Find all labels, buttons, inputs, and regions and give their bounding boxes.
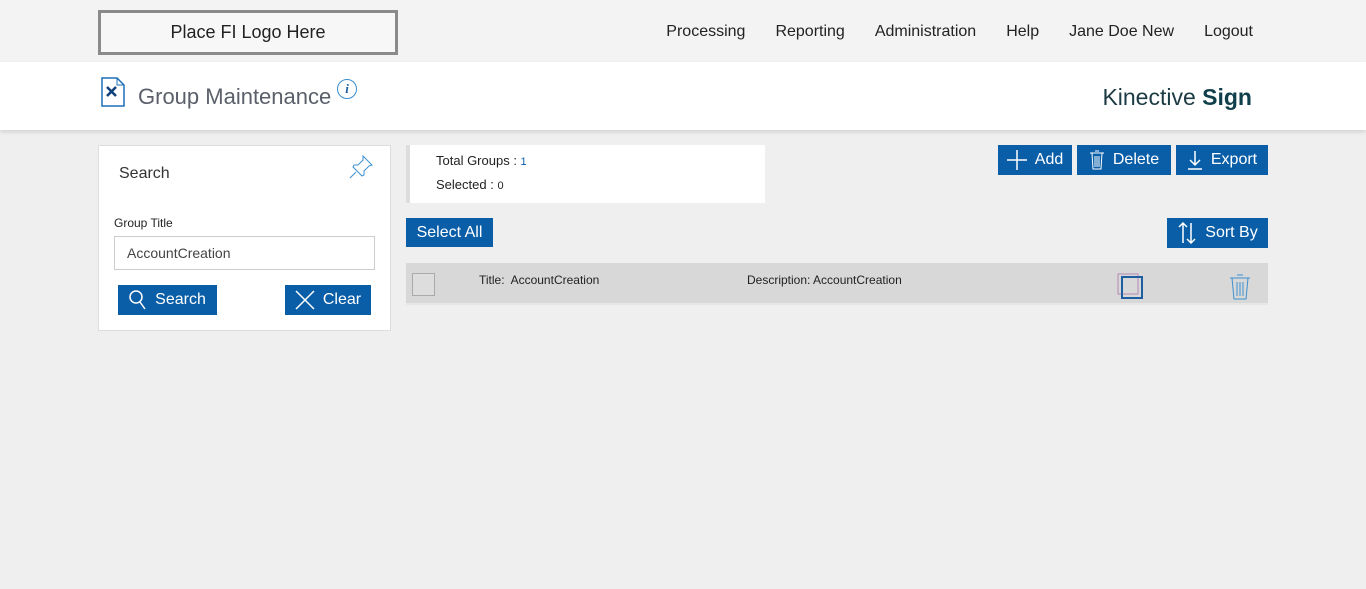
brand-light: Kinective <box>1102 84 1196 110</box>
export-button[interactable]: Export <box>1176 145 1268 175</box>
group-title-label: Group Title <box>114 216 173 230</box>
table-row: Title: AccountCreation Description: Acco… <box>406 263 1268 305</box>
group-title-input[interactable] <box>114 236 375 270</box>
top-bar: Place FI Logo Here Processing Reporting … <box>0 0 1366 62</box>
page-header: Group Maintenance i Kinective Sign <box>0 62 1366 130</box>
nav-processing[interactable]: Processing <box>666 23 746 40</box>
sort-icon <box>1178 221 1196 245</box>
clear-button[interactable]: Clear <box>285 285 371 315</box>
nav-logout[interactable]: Logout <box>1204 23 1253 40</box>
nav-administration[interactable]: Administration <box>874 23 977 40</box>
add-button[interactable]: Add <box>998 145 1072 175</box>
info-icon[interactable]: i <box>337 79 357 99</box>
brand-logo: Kinective Sign <box>1102 84 1252 111</box>
total-groups: Total Groups : 1 <box>436 153 527 168</box>
clear-label: Clear <box>322 291 362 308</box>
search-heading: Search <box>119 165 170 182</box>
search-panel: Search Group Title Search Clear <box>98 145 391 331</box>
logo-placeholder: Place FI Logo Here <box>98 10 398 55</box>
row-title: Title: AccountCreation <box>479 273 600 287</box>
nav-help[interactable]: Help <box>1006 23 1040 40</box>
pin-icon[interactable] <box>348 154 374 180</box>
page-title: Group Maintenance <box>138 84 332 109</box>
document-tools-icon <box>101 77 125 107</box>
download-icon <box>1187 151 1202 170</box>
brand-bold: Sign <box>1202 84 1252 110</box>
close-icon <box>295 290 315 310</box>
delete-button[interactable]: Delete <box>1077 145 1171 175</box>
nav-reporting[interactable]: Reporting <box>775 23 845 40</box>
main-nav: Processing Reporting Administration Help… <box>666 23 1253 41</box>
nav-user[interactable]: Jane Doe New <box>1069 23 1175 40</box>
copy-icon[interactable] <box>1117 273 1145 300</box>
trash-icon[interactable] <box>1229 274 1251 300</box>
plus-icon <box>1006 150 1027 170</box>
sort-by-button[interactable]: Sort By <box>1167 218 1268 248</box>
row-checkbox[interactable] <box>412 273 435 296</box>
row-description: Description: AccountCreation <box>747 273 902 287</box>
search-button[interactable]: Search <box>118 285 217 315</box>
select-all-button[interactable]: Select All <box>406 218 493 247</box>
search-label: Search <box>155 291 206 308</box>
selected-count: Selected : 0 <box>436 177 504 192</box>
stats-box: Total Groups : 1 Selected : 0 <box>406 145 765 203</box>
trash-icon <box>1089 150 1104 170</box>
search-icon <box>129 290 146 310</box>
